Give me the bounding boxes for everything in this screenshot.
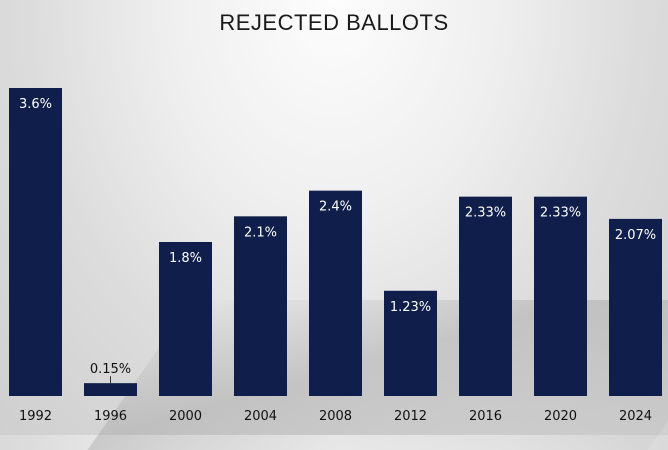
- bar-2000: [159, 242, 212, 396]
- category-labels-group: 1992 1996 2000 2004 2008 2012 2016 2020 2024: [19, 409, 652, 424]
- value-label-1996: 0.15%: [90, 362, 131, 377]
- bar-1992: [9, 88, 62, 396]
- value-label-2008: 2.4%: [319, 200, 352, 215]
- category-label-2012: 2012: [394, 409, 427, 424]
- bar-2004: [234, 216, 287, 396]
- value-label-2000: 1.8%: [169, 251, 202, 266]
- bar-2020: [534, 196, 587, 396]
- chart-title: REJECTED BALLOTS: [219, 10, 448, 35]
- category-label-2008: 2008: [319, 409, 352, 424]
- bars-group: [9, 88, 662, 396]
- category-label-2016: 2016: [469, 409, 502, 424]
- category-label-1996: 1996: [94, 409, 127, 424]
- bar-2024: [609, 218, 662, 396]
- category-label-2024: 2024: [619, 409, 652, 424]
- bar-1996: [84, 383, 137, 396]
- category-label-2020: 2020: [544, 409, 577, 424]
- bar-2008: [309, 190, 362, 396]
- value-label-2016: 2.33%: [465, 206, 506, 221]
- value-label-2024: 2.07%: [615, 228, 656, 243]
- category-label-2000: 2000: [169, 409, 202, 424]
- value-label-2020: 2.33%: [540, 206, 581, 221]
- value-label-1992: 3.6%: [19, 97, 52, 112]
- value-label-2004: 2.1%: [244, 225, 277, 240]
- value-label-2012: 1.23%: [390, 300, 431, 315]
- category-label-2004: 2004: [244, 409, 277, 424]
- bar-2012: [384, 290, 437, 396]
- value-labels-group: 3.6% 0.15% 1.8% 2.1% 2.4% 1.23% 2.33% 2.33% 2.07…: [19, 97, 656, 384]
- bar-chart: REJECTED BALLOTS 3.6% 0.15% 1.8% 2.1% 2.4% 1.…: [9, 10, 662, 424]
- category-label-1992: 1992: [19, 409, 52, 424]
- bar-2016: [459, 196, 512, 396]
